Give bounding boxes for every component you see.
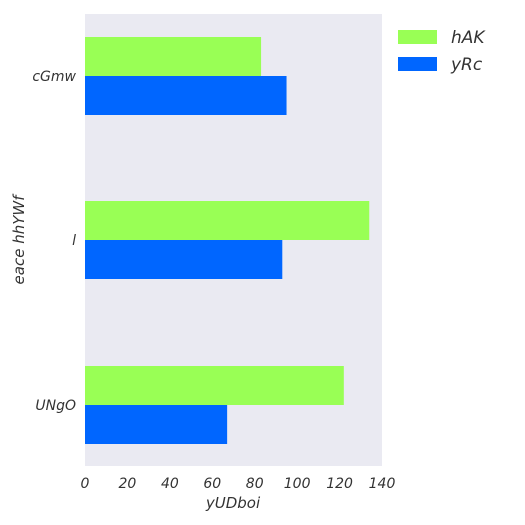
y-tick-label: l (72, 233, 76, 249)
x-tick-label: 60 (203, 476, 221, 492)
x-axis-label: yUDboi (205, 494, 261, 512)
legend-swatch-hAK (398, 30, 437, 44)
x-tick-label: 80 (246, 476, 264, 492)
legend-swatch-yRc (398, 57, 437, 71)
x-tick-label: 0 (81, 476, 90, 492)
x-tick-label: 140 (369, 476, 396, 492)
x-tick-label: 40 (161, 476, 179, 492)
x-tick-labels: 0 20 40 60 80 100 120 140 (81, 476, 396, 492)
bar-hAK-cGmw (85, 37, 262, 76)
y-tick-labels: cGmw l UNgO (32, 69, 76, 414)
y-tick-label: cGmw (32, 69, 76, 85)
bars-group (85, 37, 370, 444)
y-tick-label: UNgO (35, 398, 76, 414)
legend-label-yRc: yRc (450, 55, 483, 75)
x-tick-label: 20 (119, 476, 137, 492)
bar-hAK-l (85, 201, 370, 240)
bar-hAK-UNgO (85, 366, 344, 405)
legend: hAK yRc (398, 28, 486, 75)
x-tick-label: 100 (284, 476, 311, 492)
bar-yRc-l (85, 240, 283, 279)
legend-label-hAK: hAK (451, 28, 486, 48)
bar-yRc-UNgO (85, 405, 228, 444)
y-axis-label: eace hhYWf (10, 193, 28, 285)
bar-yRc-cGmw (85, 76, 287, 115)
x-tick-label: 120 (326, 476, 353, 492)
